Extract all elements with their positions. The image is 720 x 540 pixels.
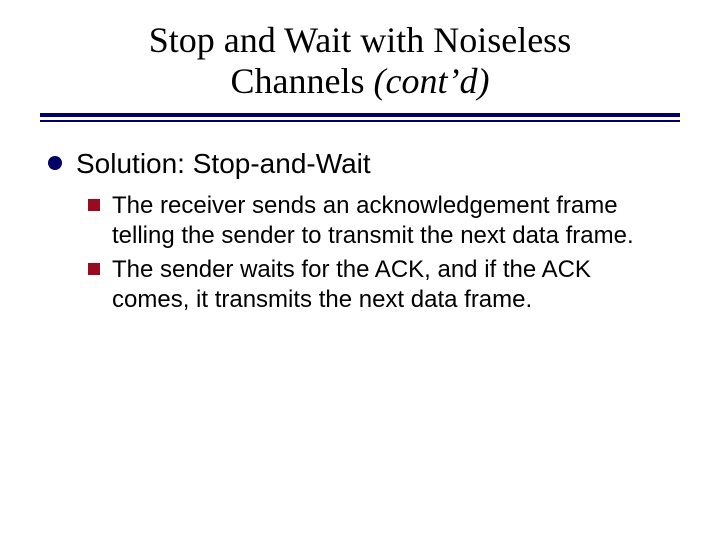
bullet-level-1-text: Solution: Stop-and-Wait xyxy=(76,146,371,181)
bullet-level-2: The receiver sends an acknowledgement fr… xyxy=(88,191,672,251)
bullet-level-1: Solution: Stop-and-Wait xyxy=(48,146,672,181)
rule-thin xyxy=(40,120,680,122)
title-line-2-plain: Channels xyxy=(231,61,374,101)
square-bullet-icon xyxy=(88,199,100,211)
disc-bullet-icon xyxy=(48,156,62,170)
bullet-level-2: The sender waits for the ACK, and if the… xyxy=(88,255,672,315)
slide: Stop and Wait with Noiseless Channels (c… xyxy=(0,0,720,540)
slide-title: Stop and Wait with Noiseless Channels (c… xyxy=(40,20,680,103)
title-line-2-italic: (cont’d) xyxy=(374,61,490,101)
bullet-level-2-group: The receiver sends an acknowledgement fr… xyxy=(88,191,672,315)
title-line-2: Channels (cont’d) xyxy=(40,61,680,102)
slide-body: Solution: Stop-and-Wait The receiver sen… xyxy=(40,146,680,315)
title-underline xyxy=(40,113,680,122)
bullet-level-2-text: The receiver sends an acknowledgement fr… xyxy=(112,191,652,251)
bullet-level-2-text: The sender waits for the ACK, and if the… xyxy=(112,255,652,315)
rule-thick xyxy=(40,113,680,117)
title-line-1: Stop and Wait with Noiseless xyxy=(40,20,680,61)
square-bullet-icon xyxy=(88,263,100,275)
